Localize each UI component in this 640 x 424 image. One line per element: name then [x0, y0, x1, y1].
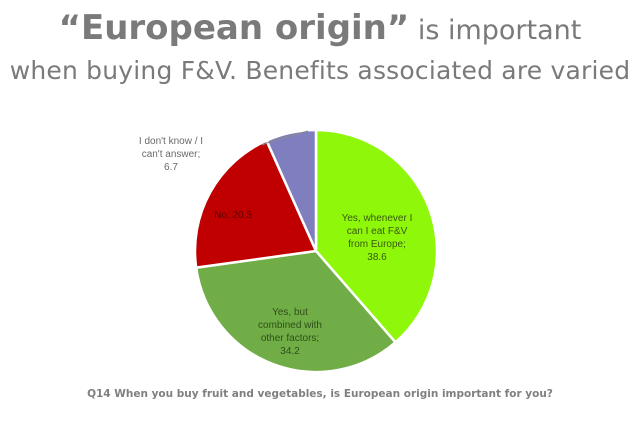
pie-slice: [194, 249, 398, 374]
pie-slice: [314, 128, 439, 345]
label-value: 6.7: [164, 162, 178, 173]
label-line: can I eat F&V: [346, 226, 408, 237]
label-value: 38.6: [367, 252, 387, 263]
question-caption: Q14 When you buy fruit and vegetables, i…: [87, 388, 553, 400]
pie-slice: [264, 128, 318, 252]
label-dont-know: I don't know / I can't answer; 6.7: [130, 135, 212, 174]
label-line: combined with: [258, 320, 322, 331]
label-line: can't answer;: [141, 149, 201, 160]
label-yes-always: Yes, whenever I can I eat F&V from Europ…: [322, 212, 432, 264]
chart-subtitle: when buying F&V. Benefits associated are…: [9, 56, 631, 85]
pie-slices: [193, 128, 439, 374]
label-line: No; 20.5: [214, 210, 252, 221]
chart-title-bold: “European origin”: [58, 8, 410, 48]
label-no: No; 20.5: [203, 209, 263, 222]
chart-title: “European origin” is important: [0, 8, 640, 48]
label-line: from Europe;: [348, 239, 406, 250]
leader-line: [261, 130, 309, 146]
label-line: Yes, but: [272, 307, 308, 318]
label-line: I don't know / I: [138, 136, 204, 147]
chart-title-rest: is important: [409, 15, 582, 46]
label-value: 34.2: [280, 346, 300, 357]
label-yes-combined: Yes, but combined with other factors; 34…: [240, 306, 340, 358]
label-line: Yes, whenever I: [341, 213, 413, 224]
label-line: other factors;: [260, 333, 320, 344]
pie-slice: [193, 138, 318, 270]
